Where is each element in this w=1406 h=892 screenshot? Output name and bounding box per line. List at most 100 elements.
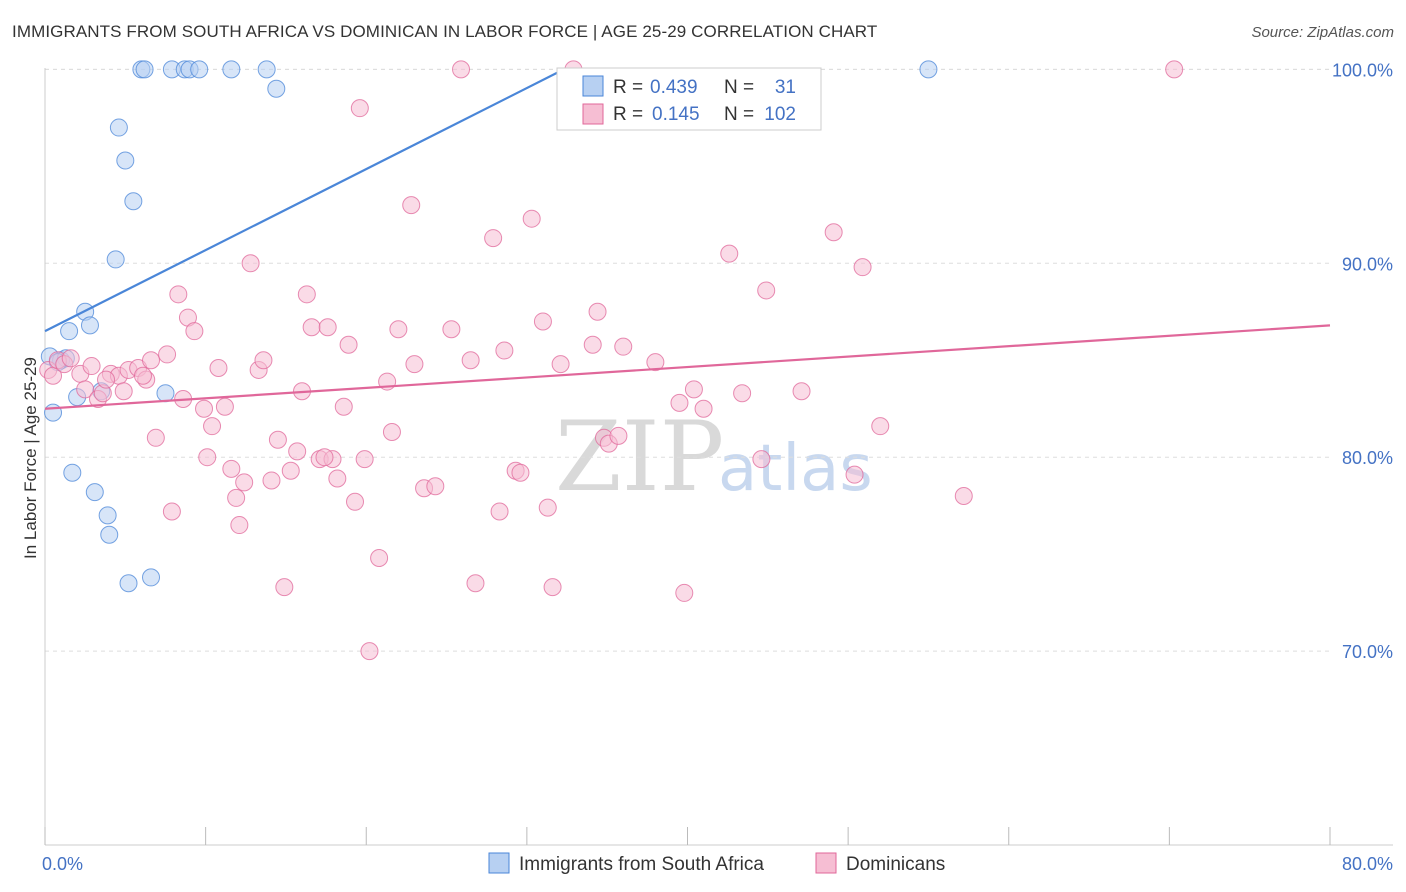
south-africa-trend-line (44, 68, 565, 333)
source-label: Source: ZipAtlas.com (1251, 24, 1394, 41)
dominicans-point-4 (61, 349, 80, 368)
dominicans-point-46 (328, 469, 347, 488)
legend-item-dominicans: Dominicans (846, 854, 945, 875)
dominicans-point-60 (426, 477, 445, 496)
dominicans-point-63 (466, 574, 485, 593)
legend-item-dominicans-swatch (815, 852, 837, 874)
south-africa-point-16 (124, 192, 143, 211)
dominicans-point-55 (382, 422, 401, 441)
dominicans-point-76 (588, 302, 607, 321)
dominicans-point-100 (315, 448, 334, 467)
dominicans-point-65 (490, 502, 509, 521)
dominicans-point-95 (1165, 60, 1184, 79)
south-africa-point-26 (257, 60, 276, 79)
series-legend: Immigrants from South Africa Dominicans (488, 852, 945, 875)
dominicans-point-89 (792, 382, 811, 401)
dominicans-point-99 (461, 351, 480, 370)
dominicans-point-38 (281, 461, 300, 480)
dominicans-point-101 (614, 337, 633, 356)
dominicans-point-72 (543, 578, 562, 597)
south-africa-point-25 (222, 60, 241, 79)
chart-title: IMMIGRANTS FROM SOUTH AFRICA VS DOMINICA… (12, 22, 878, 41)
dominicans-point-82 (675, 583, 694, 602)
dominicans-point-12 (114, 382, 133, 401)
dominicans-point-27 (215, 397, 234, 416)
legend-n-value-1: 31 (775, 77, 796, 98)
legend-item-south-africa: Immigrants from South Africa (519, 854, 764, 875)
dominicans-point-83 (684, 380, 703, 399)
dominicans-point-73 (551, 355, 570, 374)
south-africa-point-20 (156, 384, 175, 403)
south-africa-point-18 (135, 60, 154, 79)
dominicans-point-44 (318, 318, 337, 337)
legend-n-value-2: 102 (764, 104, 796, 125)
dominicans-trend-line (44, 324, 1331, 410)
dominicans-point-20 (169, 285, 188, 304)
dominicans-point-42 (302, 318, 321, 337)
dominicans-point-87 (752, 450, 771, 469)
correlation-legend: R = 0.439 N = 31 R = 0.145 N = 102 (556, 67, 822, 131)
dominicans-point-79 (609, 426, 628, 445)
dominicans-point-62 (452, 60, 471, 79)
dominicans-point-66 (495, 341, 514, 360)
dominicans-point-84 (694, 399, 713, 418)
dominicans-point-61 (442, 320, 461, 339)
dominicans-point-16 (142, 351, 161, 370)
dominicans-point-52 (360, 642, 379, 661)
dominicans-point-30 (230, 516, 249, 535)
dominicans-point-81 (670, 393, 689, 412)
dominicans-point-49 (346, 492, 365, 511)
tick-labels: 70.0% 80.0% 90.0% 100.0% 0.0% 80.0% (42, 60, 1393, 874)
y-tick-label-100: 100.0% (1332, 60, 1393, 80)
y-tick-label-90: 90.0% (1342, 254, 1393, 274)
south-africa-point-19 (142, 568, 161, 587)
legend-n-label-1: N = (724, 77, 754, 98)
dominicans-point-85 (720, 244, 739, 263)
x-tick-label-0: 0.0% (42, 854, 83, 874)
dominicans-point-26 (209, 359, 228, 377)
dominicans-point-48 (339, 335, 358, 354)
south-africa-point-27 (267, 79, 286, 98)
legend-swatch-blue (582, 75, 604, 97)
dominicans-point-68 (511, 463, 530, 482)
dominicans-point-91 (845, 465, 864, 484)
dominicans-point-34 (254, 351, 273, 370)
south-africa-point-4 (63, 463, 82, 482)
south-africa-point-3 (60, 322, 79, 341)
dominicans-point-28 (222, 459, 241, 478)
dominicans-point-75 (583, 335, 602, 354)
dominicans-point-29 (227, 488, 246, 507)
y-tick-label-70: 70.0% (1342, 642, 1393, 662)
dominicans-point-57 (402, 196, 421, 215)
y-tick-label-80: 80.0% (1342, 448, 1393, 468)
south-africa-point-24 (190, 60, 209, 79)
south-africa-point-30 (919, 60, 938, 79)
dominicans-point-96 (97, 370, 116, 389)
south-africa-point-8 (85, 483, 104, 502)
legend-item-south-africa-swatch (488, 852, 510, 874)
legend-r-value-2: 0.145 (652, 104, 700, 125)
dominicans-point-37 (275, 578, 294, 597)
dominicans-point-97 (133, 366, 152, 385)
dominicans-point-90 (824, 223, 843, 242)
legend-swatch-pink (582, 103, 604, 125)
dominicans-point-50 (350, 99, 369, 118)
dominicans-point-39 (288, 442, 307, 461)
grid-lines (45, 68, 1330, 652)
dominicans-point-94 (954, 486, 973, 505)
dominicans-point-7 (82, 357, 101, 376)
dominicans-point-41 (297, 285, 316, 304)
dominicans-point-35 (262, 471, 281, 490)
dominicans-point-31 (235, 473, 254, 492)
dominicans-point-71 (538, 498, 557, 517)
legend-r-label-2: R = (613, 104, 643, 125)
dominicans-point-6 (76, 380, 95, 399)
dominicans-point-19 (162, 502, 181, 521)
dominicans-point-17 (146, 428, 165, 447)
dominicans-point-18 (158, 345, 177, 364)
south-africa-point-1 (44, 403, 63, 422)
dominicans-point-36 (268, 430, 287, 449)
south-africa-point-11 (100, 525, 119, 544)
dominicans-point-93 (871, 417, 890, 436)
